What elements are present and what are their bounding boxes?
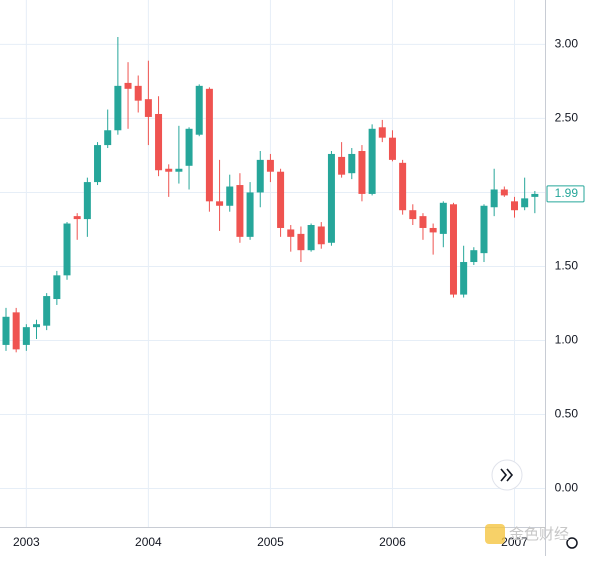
candle-body [399, 162, 407, 211]
candle-body [185, 128, 193, 166]
candle-body [368, 128, 376, 194]
settings-gear[interactable] [566, 537, 578, 549]
candle-body [439, 202, 447, 234]
candle-body [388, 137, 396, 160]
candle-body [63, 223, 71, 276]
candle-body [134, 85, 142, 101]
y-tick-label: 3.00 [555, 37, 579, 51]
settings-icon[interactable] [566, 537, 578, 549]
candle-body [327, 153, 335, 243]
candles [2, 37, 539, 353]
candle-body [500, 189, 508, 196]
candle-body [521, 198, 529, 208]
candle-body [287, 229, 295, 237]
candle-body [409, 210, 417, 220]
x-tick-label: 2007 [501, 535, 528, 549]
candle-body [205, 88, 213, 202]
candle-body [307, 225, 315, 251]
candle-body [511, 201, 518, 211]
candle-body [33, 324, 41, 328]
candle-body [22, 327, 30, 345]
candle-body [317, 226, 325, 245]
x-tick-label: 2004 [135, 535, 162, 549]
candle-body [155, 113, 163, 171]
candle-body [12, 312, 20, 350]
x-tick-label: 2006 [379, 535, 406, 549]
candle-body [480, 205, 488, 254]
candle-body [449, 204, 457, 295]
y-tick-label: 0.00 [555, 481, 579, 495]
candle-body [338, 156, 346, 175]
y-tick-label: 0.50 [555, 407, 579, 421]
candle-body [175, 168, 183, 172]
candle-body [358, 150, 366, 194]
candle-body [297, 233, 305, 251]
candle-body [246, 192, 254, 237]
candle-body [470, 250, 478, 263]
candle-body [2, 316, 10, 345]
last-price-label: 1.99 [555, 186, 579, 200]
candle-body [236, 185, 244, 237]
candle-body [165, 168, 173, 172]
candle-body [277, 171, 285, 228]
x-tick-label: 2003 [13, 535, 40, 549]
candle-body [94, 145, 102, 183]
candle-body [490, 189, 498, 208]
candle-body [114, 85, 122, 131]
scroll-button[interactable] [491, 459, 523, 491]
candle-body [266, 159, 274, 172]
y-tick-label: 1.00 [555, 333, 579, 347]
candle-body [419, 216, 427, 228]
candle-body [43, 296, 51, 326]
watermark: 金色财经 [509, 526, 569, 543]
y-tick-label: 1.50 [555, 259, 579, 273]
candle-body [104, 130, 112, 146]
watermark-logo [485, 524, 505, 544]
candle-body [124, 82, 132, 89]
candle-body [226, 186, 234, 206]
candle-body [256, 159, 264, 193]
candle-body [216, 201, 224, 206]
candle-body [144, 99, 152, 117]
scroll-icon[interactable] [500, 468, 514, 482]
candle-body [73, 216, 81, 220]
last-price-box [546, 185, 585, 203]
candle-body [460, 262, 468, 295]
candle-body [348, 153, 356, 174]
candle-body [378, 127, 386, 138]
labels: 0.000.501.001.502.002.503.00200320042005… [13, 37, 585, 549]
y-tick-label: 2.50 [555, 111, 579, 125]
candle-body [531, 193, 539, 197]
candle-body [83, 182, 91, 220]
x-tick-label: 2005 [257, 535, 284, 549]
candle-body [429, 227, 437, 233]
candle-body [195, 85, 203, 135]
candle-body [53, 275, 61, 300]
